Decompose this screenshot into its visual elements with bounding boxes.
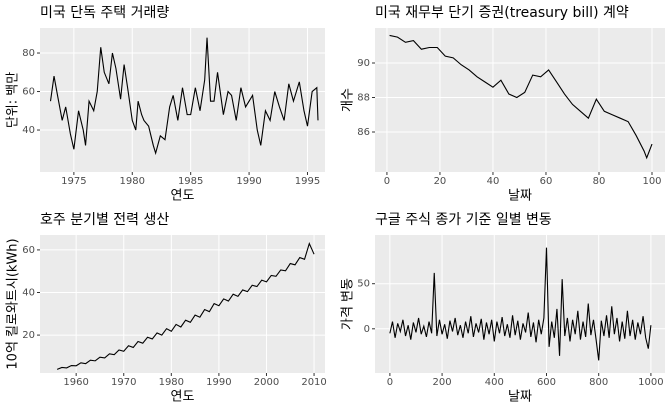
y-axis-label: 개수 (341, 88, 356, 112)
panel-background (375, 28, 665, 172)
y-tick-label: 0 (364, 324, 370, 335)
x-tick-label: 1995 (295, 176, 320, 187)
x-tick-label: 60 (540, 176, 553, 187)
x-axis-label: 연도 (171, 390, 195, 405)
y-tick-label: 88 (357, 92, 370, 103)
panel-background (40, 235, 325, 373)
x-tick-label: 0 (387, 377, 393, 388)
x-tick-label: 80 (593, 176, 606, 187)
x-tick-label: 1985 (178, 176, 203, 187)
chart-title: 미국 재무부 단기 증권(treasury bill) 계약 (375, 5, 629, 21)
x-axis-label: 연도 (171, 189, 195, 204)
y-axis-label: 단위: 백만 (6, 72, 21, 128)
x-tick-label: 40 (487, 176, 500, 187)
x-tick-label: 2010 (301, 377, 326, 388)
line-series (56, 241, 315, 370)
y-tick-label: 40 (22, 288, 35, 299)
x-tick-label: 200 (433, 377, 452, 388)
x-tick-label: 1980 (159, 377, 184, 388)
chart-title: 구글 주식 종가 기준 일별 변동 (375, 212, 552, 228)
y-tick-label: 80 (22, 48, 35, 59)
x-tick-label: 600 (537, 377, 556, 388)
line-series (49, 37, 319, 156)
y-tick-label: 60 (22, 245, 35, 256)
panel-background (375, 235, 665, 373)
y-tick-label: 50 (357, 279, 370, 290)
x-tick-label: 800 (589, 377, 608, 388)
x-tick-label: 20 (434, 176, 447, 187)
y-tick-label: 86 (357, 127, 370, 138)
y-tick-label: 20 (22, 330, 35, 341)
chart-title: 미국 단독 주택 거래량 (40, 5, 169, 21)
x-tick-label: 0 (384, 176, 390, 187)
x-tick-label: 1970 (111, 377, 136, 388)
x-axis-label: 날짜 (508, 189, 532, 204)
x-tick-label: 1000 (638, 377, 663, 388)
x-tick-label: 100 (642, 176, 661, 187)
x-axis-label: 날짜 (508, 390, 532, 405)
x-tick-label: 1990 (206, 377, 231, 388)
y-tick-label: 60 (22, 87, 35, 98)
x-tick-label: 1975 (61, 176, 86, 187)
panel-background (40, 28, 325, 172)
y-tick-label: 40 (22, 125, 35, 136)
x-tick-label: 400 (485, 377, 504, 388)
line-series (389, 247, 652, 361)
line-series (389, 34, 653, 160)
x-tick-label: 2000 (254, 377, 279, 388)
x-tick-label: 1960 (63, 377, 88, 388)
chart-title: 호주 분기별 전력 생산 (40, 212, 169, 228)
x-tick-label: 1990 (236, 176, 261, 187)
x-tick-label: 1980 (120, 176, 145, 187)
y-axis-label: 가격 변동 (341, 278, 356, 330)
y-tick-label: 90 (357, 58, 370, 69)
y-axis-label: 10억 킬로와트시(kWh) (6, 238, 21, 369)
